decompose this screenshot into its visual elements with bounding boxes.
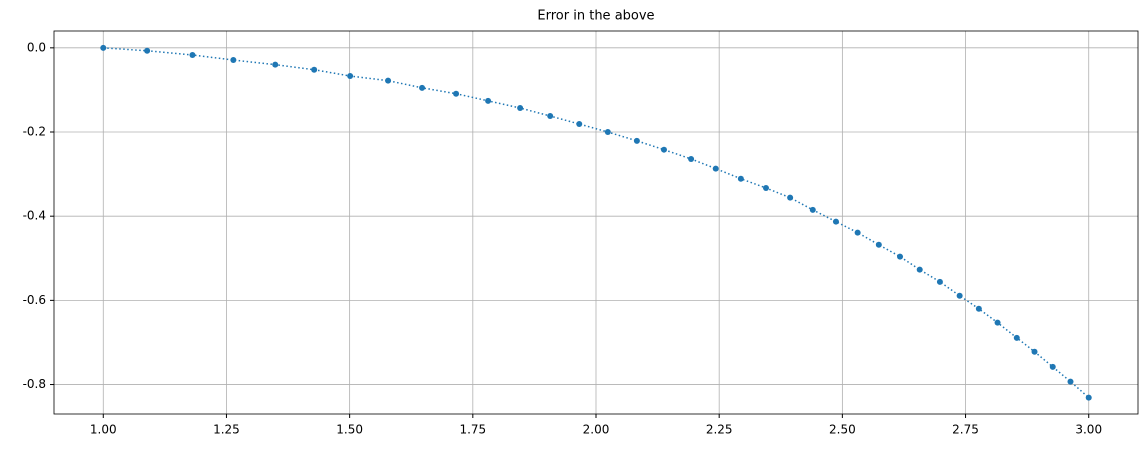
plot-frame [53,30,1139,415]
data-point [604,129,611,136]
y-tick-label: -0.2 [23,125,46,139]
data-point [100,44,107,51]
data-point [633,137,640,144]
data-point [975,305,982,312]
data-point [485,97,492,104]
data-point [916,266,923,273]
x-tick-label: 2.50 [829,423,856,437]
data-point [1085,394,1092,401]
data-point [994,319,1001,326]
x-tick-label: 1.00 [90,423,117,437]
x-tick-label: 3.00 [1075,423,1102,437]
data-point [189,51,196,58]
data-point [1031,348,1038,355]
data-point [517,105,524,112]
y-tick-label: -0.4 [23,209,46,223]
data-point [385,77,392,84]
data-point [1049,363,1056,370]
data-point [875,241,882,248]
data-point [272,61,279,68]
data-point [712,165,719,172]
data-point [419,84,426,91]
data-point [1067,378,1074,385]
x-tick-label: 1.75 [459,423,486,437]
data-point [737,175,744,182]
x-tick-label: 2.00 [583,423,610,437]
data-point [311,66,318,73]
data-point [897,253,904,260]
x-tick-label: 2.75 [952,423,979,437]
data-point [832,218,839,225]
chart-title: Error in the above [537,9,654,24]
data-point [547,113,554,120]
y-tick-label: -0.6 [23,293,46,307]
data-point [660,146,667,153]
data-point [576,121,583,128]
data-point [1013,334,1020,341]
x-tick-label: 1.25 [213,423,240,437]
y-tick-label: 0.0 [27,40,46,54]
data-point [809,206,816,213]
data-point [144,47,151,54]
data-point [762,184,769,191]
data-point [956,292,963,299]
data-point [453,90,460,97]
data-point [347,73,354,80]
y-tick-label: -0.8 [23,377,46,391]
data-point [854,229,861,236]
x-tick-label: 2.25 [706,423,733,437]
data-point [688,155,695,162]
data-point [230,57,237,64]
data-point [787,194,794,201]
data-point [936,278,943,285]
x-tick-label: 1.50 [336,423,363,437]
